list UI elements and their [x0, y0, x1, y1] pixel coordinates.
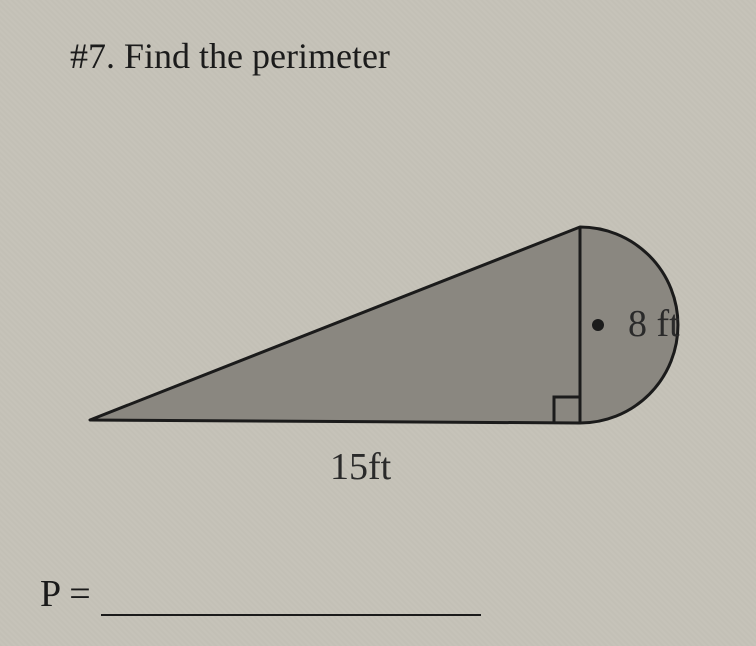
worksheet-page: #7. Find the perimeter 8 ft 15ft P =	[0, 0, 756, 646]
base-label: 15ft	[330, 445, 391, 489]
diameter-label: 8 ft	[628, 302, 680, 346]
answer-label: P =	[40, 572, 91, 616]
answer-blank-line[interactable]	[101, 574, 481, 616]
center-dot	[592, 319, 604, 331]
answer-row: P =	[40, 572, 481, 616]
problem-title: #7. Find the perimeter	[70, 35, 716, 77]
figure-area: 8 ft 15ft	[60, 197, 740, 487]
composite-shape	[90, 227, 678, 423]
